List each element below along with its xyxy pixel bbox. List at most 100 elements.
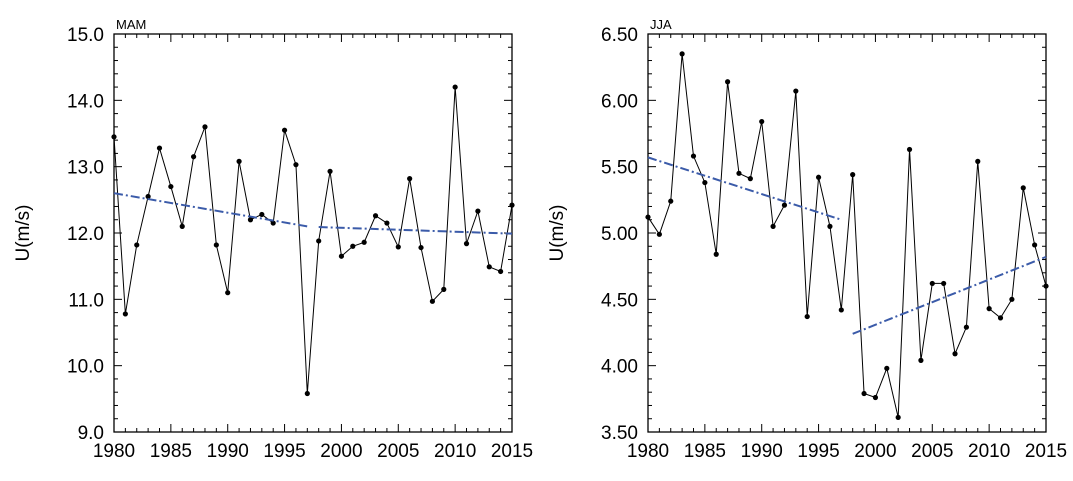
x-tick-label: 2005 xyxy=(911,441,953,462)
data-point xyxy=(861,390,867,397)
data-point xyxy=(350,243,356,249)
chart-panel-2: JJA 1980 1985 1990 1995 2000 2005 2010 2015 3.50 4… xyxy=(547,17,1067,462)
data-point xyxy=(338,253,345,259)
data-point xyxy=(895,414,901,421)
data-point xyxy=(270,220,276,226)
data-point xyxy=(929,280,935,287)
data-point xyxy=(225,290,231,296)
data-point xyxy=(975,158,981,164)
x-tick-label: 2015 xyxy=(491,441,533,462)
y-tick-label: 12.0 xyxy=(67,224,104,245)
y-tick-label: 6.00 xyxy=(601,91,638,112)
y-tick-label: 6.50 xyxy=(601,25,638,46)
data-point xyxy=(122,311,128,317)
data-point xyxy=(247,217,254,223)
data-point xyxy=(418,244,424,251)
y-tick-label: 9.0 xyxy=(78,423,104,444)
plot-frame xyxy=(647,33,1047,433)
data-point xyxy=(850,172,856,178)
y-tick-label: 14.0 xyxy=(67,91,104,112)
data-point xyxy=(702,179,708,186)
trend-line-1 xyxy=(647,156,842,221)
data-point xyxy=(486,264,492,270)
x-tick-label: 2000 xyxy=(320,441,362,462)
data-point xyxy=(906,146,913,153)
y-tick-label: 3.50 xyxy=(601,423,638,444)
data-point xyxy=(293,162,299,168)
y-tick-label: 10.0 xyxy=(67,357,104,378)
x-tick-label: 1995 xyxy=(263,441,305,462)
x-tick-label: 1990 xyxy=(741,441,783,462)
data-point xyxy=(656,231,662,237)
data-point xyxy=(179,223,185,229)
data-point xyxy=(781,202,788,208)
trend-line-2 xyxy=(852,255,1047,335)
data-point xyxy=(509,202,515,208)
series-line xyxy=(647,53,1047,418)
x-tick-label: 1985 xyxy=(684,441,726,462)
chart-title: MAM xyxy=(116,17,146,32)
y-tick-label: 5.50 xyxy=(601,158,638,179)
data-point xyxy=(804,313,810,320)
data-point xyxy=(372,213,379,219)
data-point xyxy=(111,134,117,140)
data-point xyxy=(463,241,470,247)
x-tick-label: 1995 xyxy=(797,441,839,462)
data-point xyxy=(952,351,958,357)
data-point xyxy=(1032,242,1038,248)
data-point xyxy=(941,280,947,287)
data-point xyxy=(236,158,242,164)
data-point xyxy=(713,251,719,257)
data-point xyxy=(316,238,322,244)
data-point xyxy=(679,51,685,57)
data-point xyxy=(281,127,288,133)
data-point xyxy=(986,306,992,312)
x-tick-label: 2005 xyxy=(377,441,419,462)
y-tick-label: 5.00 xyxy=(601,224,638,245)
data-point xyxy=(770,223,776,229)
data-point xyxy=(475,208,481,214)
data-point xyxy=(361,239,367,245)
y-tick-label: 4.00 xyxy=(601,357,638,378)
data-point xyxy=(395,244,401,250)
x-tick-label: 1990 xyxy=(207,441,249,462)
data-point xyxy=(441,286,447,292)
y-axis-label: U(m/s) xyxy=(547,205,568,262)
data-point xyxy=(168,183,174,190)
data-point xyxy=(259,211,265,218)
x-tick-label: 2010 xyxy=(434,441,476,462)
data-point xyxy=(997,315,1004,321)
y-tick-label: 4.50 xyxy=(601,290,638,311)
data-point xyxy=(191,154,197,160)
data-point xyxy=(872,394,879,401)
data-point xyxy=(213,242,219,248)
data-point xyxy=(815,174,822,180)
data-point xyxy=(963,324,970,330)
y-tick-label: 11.0 xyxy=(68,290,104,311)
x-tick-label: 2015 xyxy=(1025,441,1067,462)
data-point xyxy=(759,118,765,125)
data-point xyxy=(827,223,833,229)
data-point xyxy=(156,145,163,151)
chart-title: JJA xyxy=(650,17,672,32)
y-tick-label: 13.0 xyxy=(67,158,104,179)
chart-panel-1: MAM 1980 1985 1990 1995 2000 2005 2010 2015 9.0 10… xyxy=(13,17,533,462)
data-point xyxy=(1009,296,1015,302)
x-tick-label: 1980 xyxy=(627,441,669,462)
data-point xyxy=(498,268,504,275)
data-point xyxy=(690,153,697,159)
x-tick-label: 1980 xyxy=(93,441,135,462)
data-point xyxy=(668,198,674,204)
data-point xyxy=(725,79,731,85)
data-point xyxy=(1043,283,1049,289)
data-point xyxy=(452,84,458,90)
data-point xyxy=(736,170,742,176)
data-point xyxy=(407,176,413,182)
data-point xyxy=(884,365,890,371)
data-point xyxy=(134,242,140,248)
data-point xyxy=(429,298,435,304)
data-point xyxy=(327,168,333,174)
plot-frame xyxy=(113,33,513,433)
data-point xyxy=(838,307,844,313)
